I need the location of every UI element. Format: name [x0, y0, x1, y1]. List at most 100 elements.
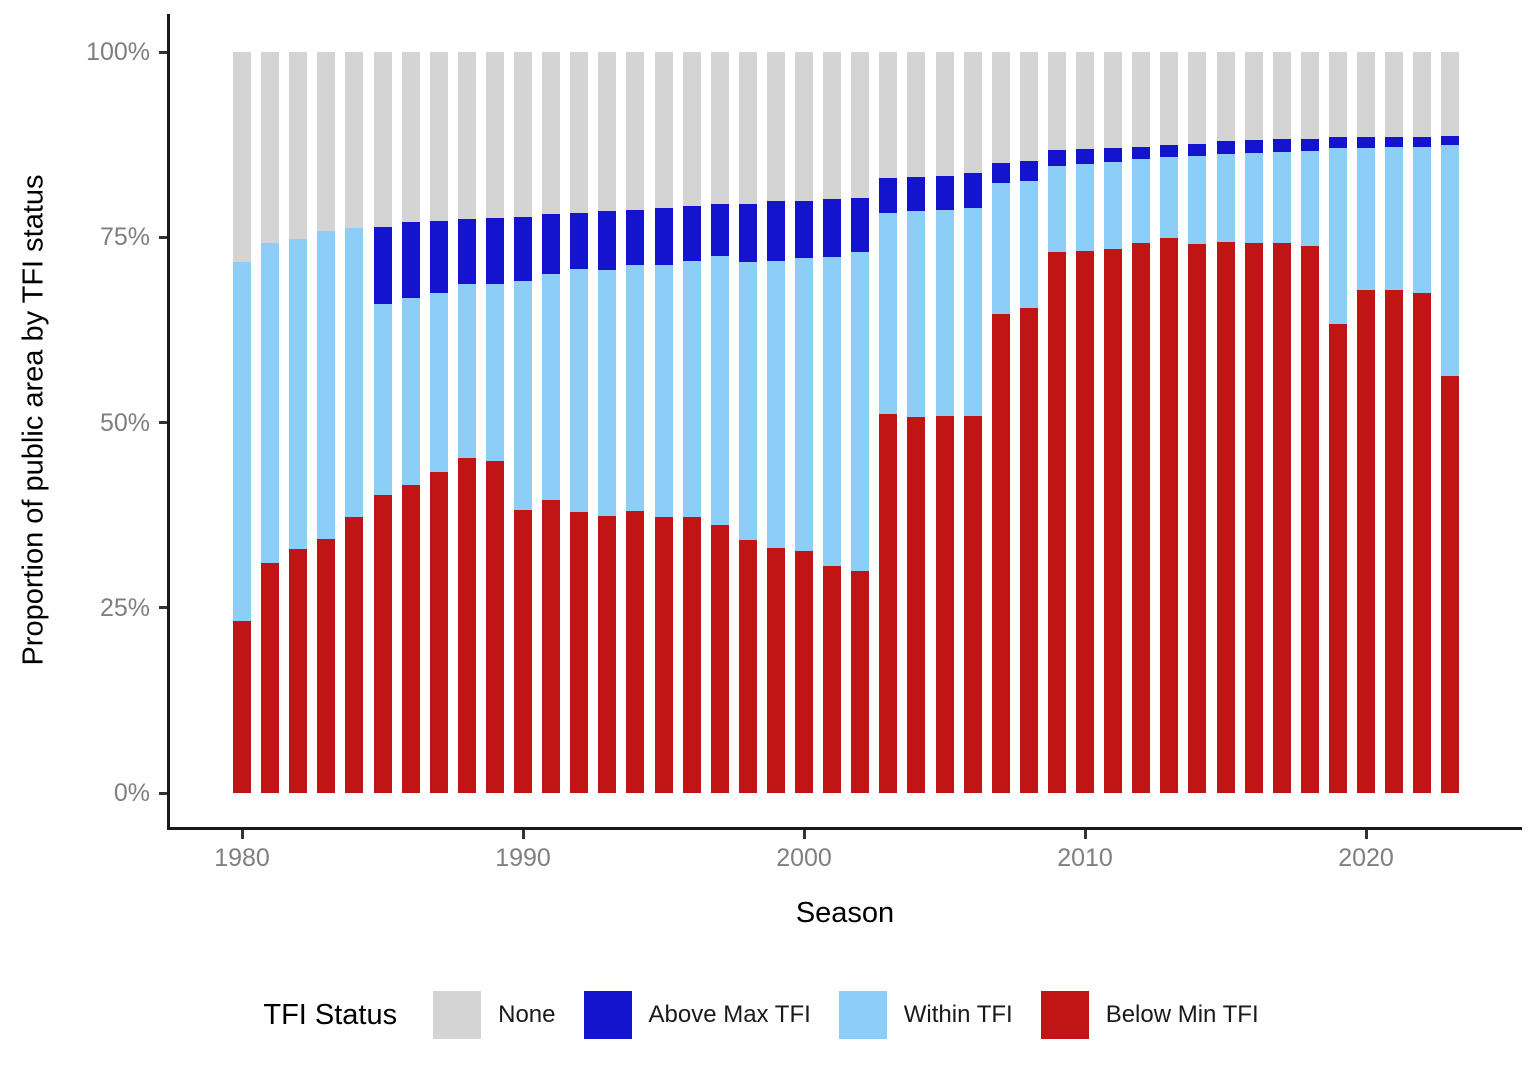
bar-1984-none — [345, 52, 364, 228]
bar-2019 — [1328, 52, 1347, 793]
bar-2001-below-min-tfi — [823, 566, 842, 793]
bar-1989-below-min-tfi — [485, 461, 504, 793]
bar-2015-above-max-tfi — [1216, 140, 1235, 154]
bar-1997-below-min-tfi — [710, 524, 729, 793]
bar-1983-within-tfi — [317, 230, 336, 539]
bar-2021 — [1385, 52, 1404, 793]
bar-1991-below-min-tfi — [542, 499, 561, 793]
bar-1995-none — [654, 52, 673, 208]
bar-2000-within-tfi — [795, 257, 813, 552]
legend-title: TFI Status — [263, 998, 398, 1031]
bar-1991-none — [542, 52, 561, 214]
y-tick-50 — [159, 421, 167, 424]
bar-1981-within-tfi — [261, 243, 280, 563]
x-tick-1990 — [521, 830, 525, 839]
bar-1992-none — [570, 52, 589, 213]
bar-2012-none — [1132, 52, 1151, 147]
bar-1992-above-max-tfi — [570, 212, 589, 270]
bar-1998-none — [738, 52, 757, 204]
bar-2007-above-max-tfi — [991, 163, 1010, 184]
bar-2021-none — [1385, 52, 1404, 138]
bar-2018 — [1300, 52, 1319, 793]
bar-1987-below-min-tfi — [429, 472, 448, 793]
bar-1991 — [542, 52, 561, 793]
legend-label-below-min-tfi: Below Min TFI — [1105, 1001, 1259, 1028]
bar-2019-above-max-tfi — [1328, 137, 1347, 148]
bar-1987-within-tfi — [429, 292, 448, 473]
bar-2004-above-max-tfi — [907, 177, 926, 211]
bar-2010-below-min-tfi — [1076, 251, 1094, 793]
bar-2002 — [851, 52, 870, 793]
bar-2000-below-min-tfi — [795, 551, 813, 793]
bar-1999-below-min-tfi — [766, 548, 785, 793]
bar-1989 — [485, 52, 504, 793]
bar-2005-none — [935, 52, 954, 176]
bar-2021-below-min-tfi — [1385, 289, 1404, 793]
bar-2011-above-max-tfi — [1104, 147, 1123, 162]
x-tick-2020 — [1364, 830, 1368, 839]
bar-2017-below-min-tfi — [1272, 243, 1291, 793]
bar-1998-within-tfi — [738, 262, 757, 540]
x-axis-title: Season — [795, 897, 895, 929]
bar-1993-within-tfi — [598, 269, 617, 516]
bar-2009-within-tfi — [1047, 166, 1066, 253]
bar-1990-none — [514, 52, 532, 218]
bar-2001-within-tfi — [823, 256, 842, 567]
y-tick-label-0: 0% — [113, 779, 150, 807]
bar-1992-within-tfi — [570, 269, 589, 513]
bar-2010 — [1076, 52, 1094, 793]
bar-2016-below-min-tfi — [1244, 243, 1263, 793]
bar-1986-within-tfi — [401, 298, 420, 486]
bar-2020-above-max-tfi — [1357, 137, 1375, 148]
bar-1982-below-min-tfi — [289, 549, 308, 793]
bar-2000 — [795, 52, 813, 793]
x-tick-label-2000: 2000 — [776, 844, 832, 872]
bar-1989-above-max-tfi — [485, 217, 504, 284]
bar-2012 — [1132, 52, 1151, 793]
y-tick-25 — [159, 606, 167, 610]
bar-1998-below-min-tfi — [738, 539, 757, 793]
bar-2003-above-max-tfi — [879, 177, 898, 213]
bar-2008 — [1019, 52, 1038, 793]
bar-1990-within-tfi — [514, 280, 532, 510]
bar-1994 — [626, 52, 645, 793]
bar-2016-within-tfi — [1244, 152, 1263, 244]
bar-2016-above-max-tfi — [1244, 140, 1263, 153]
bar-1984-below-min-tfi — [345, 516, 364, 793]
bar-2015-within-tfi — [1216, 153, 1235, 242]
bar-2007-below-min-tfi — [991, 313, 1010, 793]
bar-1999 — [766, 52, 785, 793]
bar-2000-above-max-tfi — [795, 200, 813, 258]
bar-1994-none — [626, 52, 645, 210]
bar-1994-within-tfi — [626, 265, 645, 512]
bar-1999-within-tfi — [766, 260, 785, 549]
bar-1984 — [345, 52, 364, 793]
bar-1981 — [261, 52, 280, 793]
bar-1996-within-tfi — [682, 260, 701, 517]
bar-1997-above-max-tfi — [710, 203, 729, 256]
bar-1986-below-min-tfi — [401, 485, 420, 793]
bar-2002-none — [851, 52, 870, 198]
bar-1999-none — [766, 52, 785, 201]
bar-2006-none — [963, 52, 982, 173]
y-tick-75 — [159, 235, 167, 239]
bar-2023-within-tfi — [1441, 145, 1460, 376]
bar-2004 — [907, 52, 926, 793]
bar-1994-below-min-tfi — [626, 511, 645, 793]
bar-1983-none — [317, 52, 336, 231]
bar-1988-above-max-tfi — [457, 218, 476, 284]
bar-1985-none — [373, 52, 392, 227]
bar-2020-below-min-tfi — [1357, 289, 1375, 793]
y-tick-label-100: 100% — [86, 38, 150, 66]
bar-2020 — [1357, 52, 1375, 793]
bar-2003-none — [879, 52, 898, 178]
bar-2007-within-tfi — [991, 183, 1010, 314]
bar-2018-within-tfi — [1300, 151, 1319, 247]
bar-2002-below-min-tfi — [851, 570, 870, 793]
bar-2016-none — [1244, 52, 1263, 141]
bar-2007-none — [991, 52, 1010, 164]
y-tick-label-25: 25% — [99, 593, 150, 622]
bar-2014-below-min-tfi — [1188, 243, 1207, 793]
bar-2006-within-tfi — [963, 207, 982, 416]
bar-1987-none — [429, 52, 448, 221]
